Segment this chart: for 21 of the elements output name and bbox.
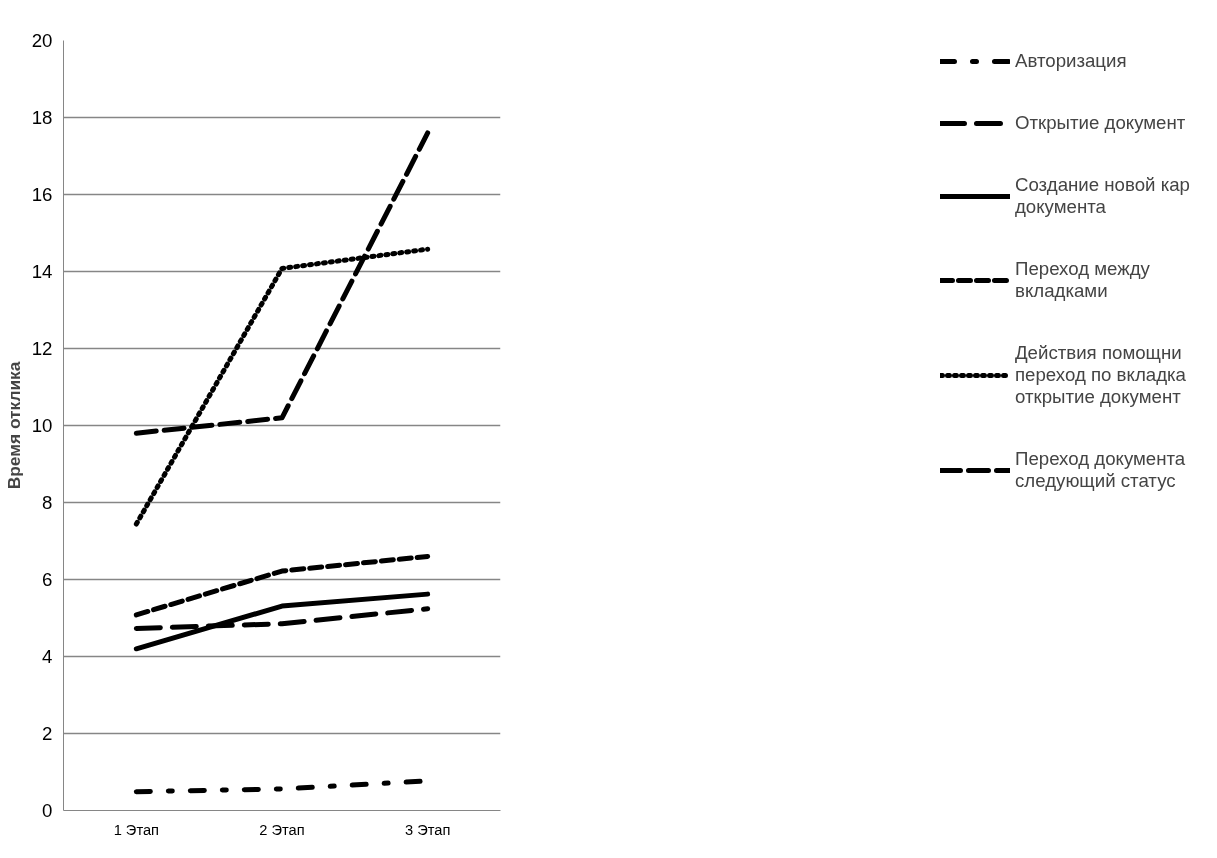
- y-tick-label: 20: [31, 30, 53, 51]
- y-axis-title: Время отклика: [3, 361, 24, 490]
- legend-label: Создание новой кар документа: [1014, 174, 1190, 218]
- x-tick-label: 1 Этап: [113, 821, 160, 838]
- y-tick-label: 18: [31, 107, 53, 128]
- y-tick-label: 14: [31, 261, 53, 282]
- y-tick-label: 0: [42, 800, 53, 821]
- y-tick-label: 4: [42, 646, 53, 667]
- x-tick-label: 3 Этап: [404, 821, 451, 838]
- legend-label: Переход документа следующий статус: [1014, 448, 1186, 492]
- x-tick-label: 2 Этап: [259, 821, 305, 838]
- y-tick-label: 6: [42, 569, 53, 590]
- legend-label: Действия помощни переход по вкладка открытие документ: [1014, 342, 1186, 408]
- legend-label: Авторизация: [1014, 50, 1127, 72]
- y-tick-label: 16: [31, 184, 53, 205]
- legend-label: Открытие документ: [1014, 112, 1186, 134]
- y-tick-label: 12: [31, 338, 53, 359]
- legend-label: Переход между вкладками: [1014, 258, 1150, 302]
- y-tick-label: 8: [42, 492, 53, 513]
- y-tick-label: 10: [31, 415, 53, 436]
- y-tick-label: 2: [42, 723, 53, 744]
